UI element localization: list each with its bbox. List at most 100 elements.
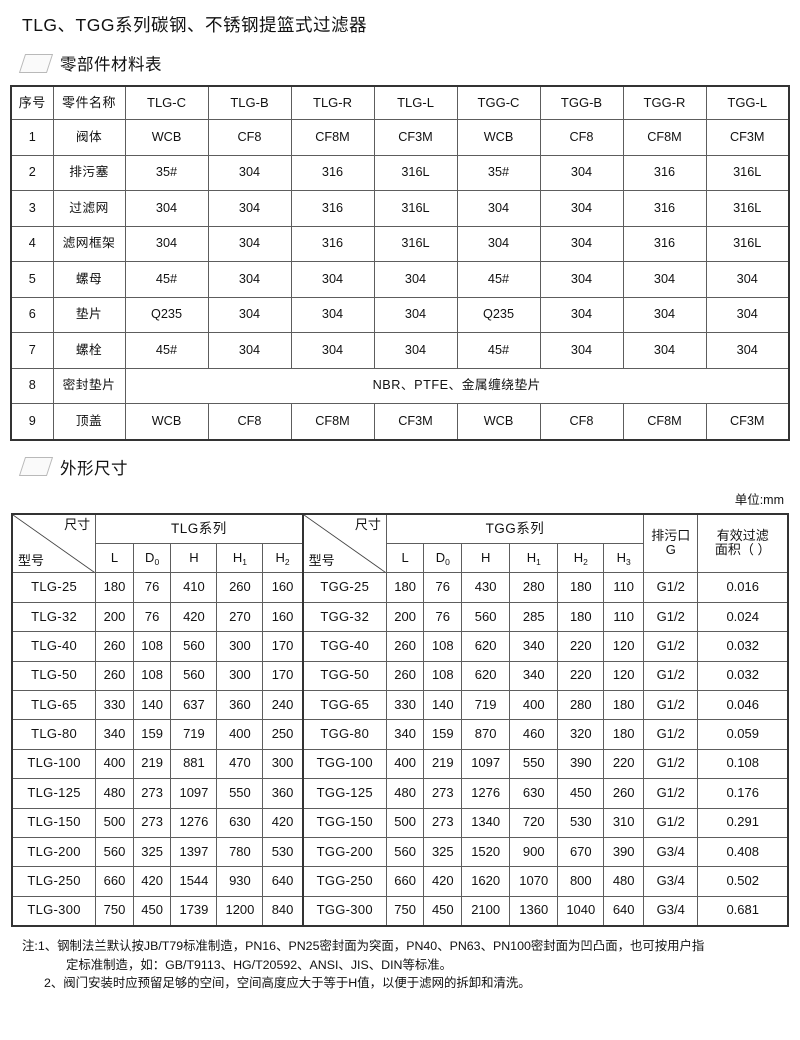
material-value: WCB [456, 403, 541, 440]
dims-value-tlg: 637 [170, 689, 218, 721]
dims-value-tlg: 273 [132, 807, 172, 838]
dims-value-tlg: 560 [170, 660, 218, 691]
material-part-name: 阀体 [52, 119, 126, 156]
dims-model-tgg: TGG-250 [301, 866, 387, 897]
dims-value-tgg: 219 [423, 748, 463, 780]
dims-group-header-tgg: TGG系列 [385, 513, 645, 544]
dims-col-header-tgg: H1 [509, 542, 559, 574]
dims-area-value: 0.108 [697, 748, 789, 780]
dims-value-tgg: 420 [423, 866, 463, 897]
dims-value-tgg: 390 [557, 748, 605, 780]
material-value: CF8M [622, 403, 707, 440]
table-row: 9 顶盖 WCB CF8 CF8M CF3M WCB CF8 CF8M CF3M [10, 403, 790, 440]
materials-col-header: TLG-R [290, 85, 375, 120]
dims-value-tlg: 250 [262, 719, 304, 750]
material-value: 45# [456, 332, 541, 369]
dims-drain-value: G1/2 [643, 601, 699, 633]
material-value: 45# [124, 332, 209, 369]
table-row: 3 过滤网 304 304 316 316L 304 304 316 316L [10, 190, 790, 227]
dims-value-tgg: 320 [557, 719, 605, 750]
material-value: 304 [539, 296, 624, 333]
dim-axis-label-upper: 尺寸 [354, 516, 381, 532]
material-value: Q235 [456, 296, 541, 333]
section-header-materials: 零部件材料表 [10, 37, 790, 85]
material-value: 304 [290, 296, 375, 333]
material-value: 304 [207, 332, 292, 369]
material-value: 304 [373, 261, 458, 298]
material-value: 45# [124, 261, 209, 298]
dims-drain-value: G3/4 [643, 866, 699, 897]
table-row: TLG-125 480 273 1097 550 360 TGG-125 480 273 1276… [11, 778, 789, 809]
dims-value-tlg: 170 [262, 660, 304, 691]
dims-model-tgg: TGG-100 [301, 748, 387, 780]
material-value: WCB [124, 119, 209, 156]
dimensions-table: 尺寸 型号 TLG系列 尺寸 型号 TGG系列 排污口 G 有效过滤 面积（ ） L D0 H H1 H2 L… [11, 512, 789, 928]
dims-value-tgg: 640 [603, 895, 645, 927]
dims-corner-cell-tgg: 尺寸 型号 [301, 512, 387, 574]
dims-value-tlg: 881 [170, 748, 218, 780]
dims-drain-value: G1/2 [643, 807, 699, 838]
materials-col-header: TLG-C [124, 85, 209, 120]
material-value: 304 [373, 296, 458, 333]
dims-value-tgg: 1097 [461, 748, 511, 780]
material-value: 304 [539, 261, 624, 298]
dims-value-tlg: 640 [262, 866, 304, 897]
dims-value-tgg: 260 [385, 660, 425, 691]
dims-value-tlg: 420 [132, 866, 172, 897]
dims-value-tgg: 870 [461, 719, 511, 750]
dims-model-tgg: TGG-80 [301, 719, 387, 750]
dims-area-header-line-2: 面积（ ） [714, 542, 771, 558]
materials-col-header: TLG-L [373, 85, 458, 120]
material-value: 316L [705, 225, 790, 262]
dims-drain-header: 排污口 G [643, 512, 699, 574]
dims-corner-cell-tlg: 尺寸 型号 [11, 512, 97, 574]
material-part-name: 滤网框架 [52, 225, 126, 262]
material-value: 304 [705, 261, 790, 298]
dims-value-tgg: 340 [509, 631, 559, 662]
material-merged-value: NBR、PTFE、金属缠绕垫片 [124, 367, 790, 404]
dims-col-header-tlg: H2 [262, 542, 304, 574]
material-value: 304 [622, 332, 707, 369]
dims-model-tgg: TGG-200 [301, 836, 387, 868]
dims-value-tgg: 110 [603, 572, 645, 603]
dims-col-header-tgg: H [461, 542, 511, 574]
dims-value-tgg: 220 [557, 660, 605, 691]
dims-area-value: 0.291 [697, 807, 789, 838]
dims-value-tlg: 260 [95, 660, 134, 691]
material-part-name: 过滤网 [52, 190, 126, 227]
dims-value-tlg: 470 [216, 748, 264, 780]
dims-value-tgg: 480 [385, 778, 425, 809]
dims-value-tlg: 240 [262, 689, 304, 721]
dims-drain-value: G1/2 [643, 719, 699, 750]
dims-value-tlg: 660 [95, 866, 134, 897]
material-part-name: 密封垫片 [52, 367, 126, 404]
dims-value-tlg: 750 [95, 895, 134, 927]
note-2-line-1: 阀门安装时应预留足够的空间，空间高度应大于等于H值，以便于滤网的拆卸和清洗。 [63, 976, 531, 991]
material-part-name: 螺母 [52, 261, 126, 298]
dims-value-tlg: 360 [216, 689, 264, 721]
dims-value-tgg: 750 [385, 895, 425, 927]
note-1-number: 1、 [37, 939, 58, 954]
dims-value-tgg: 340 [509, 660, 559, 691]
table-row: TLG-80 340 159 719 400 250 TGG-80 340 159 870 460 3… [11, 719, 789, 750]
dims-model-tlg: TLG-40 [11, 631, 97, 662]
dims-col-header-tgg: H2 [557, 542, 605, 574]
dims-area-value: 0.408 [697, 836, 789, 868]
dims-value-tlg: 108 [132, 660, 172, 691]
table-row: 2 排污塞 35# 304 316 316L 35# 304 316 316L [10, 154, 790, 191]
dims-value-tgg: 285 [509, 601, 559, 633]
material-value: 316L [373, 190, 458, 227]
dims-value-tgg: 310 [603, 807, 645, 838]
dims-value-tgg: 273 [423, 778, 463, 809]
material-value: 304 [207, 154, 292, 191]
material-value: 316L [373, 225, 458, 262]
table-row: TLG-50 260 108 560 300 170 TGG-50 260 108 620 340 2… [11, 660, 789, 691]
material-value: 304 [290, 332, 375, 369]
dims-area-header: 有效过滤 面积（ ） [697, 512, 789, 574]
dims-model-tgg: TGG-32 [301, 601, 387, 633]
dims-area-value: 0.046 [697, 689, 789, 721]
dims-value-tlg: 530 [262, 836, 304, 868]
material-value: 304 [124, 225, 209, 262]
dims-value-tgg: 460 [509, 719, 559, 750]
material-value: 316 [290, 225, 375, 262]
